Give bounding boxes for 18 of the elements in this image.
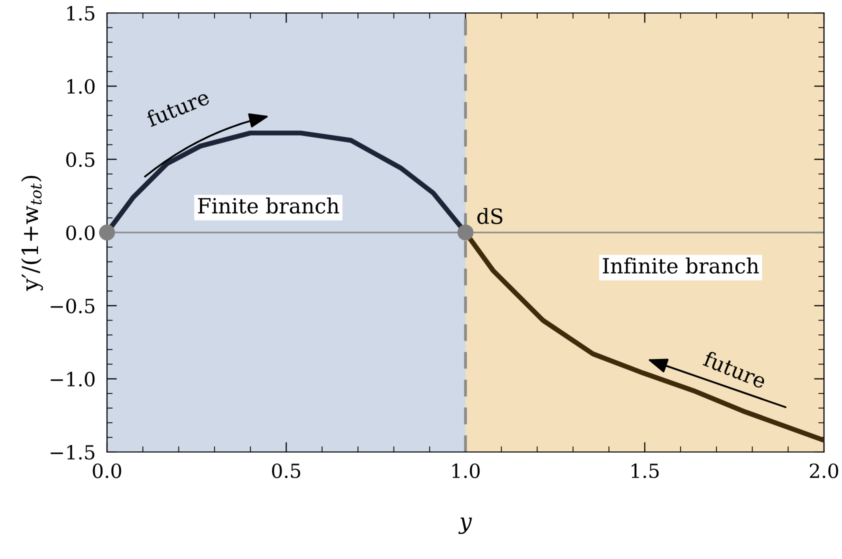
y-axis-title: y′/(1+w$_{tot}$) bbox=[21, 176, 43, 292]
y-tick-label: 1.5 bbox=[67, 6, 94, 21]
y-tick-label: −1.5 bbox=[50, 444, 94, 460]
x-tick-label: 2.0 bbox=[810, 463, 838, 478]
x-tick-label: 0.5 bbox=[272, 463, 300, 478]
annotation: future bbox=[145, 88, 210, 128]
x-tick-label: 1.0 bbox=[452, 463, 480, 478]
x-tick-label: 0.0 bbox=[92, 463, 122, 478]
y-tick-label: 0.0 bbox=[66, 225, 95, 240]
band-label: Infinite branch bbox=[602, 258, 759, 274]
annotation: dS bbox=[477, 208, 502, 224]
x-axis-title: y bbox=[458, 518, 472, 534]
y-tick-label: 0.5 bbox=[66, 152, 94, 167]
y-tick-label: −1.0 bbox=[50, 372, 95, 386]
y-tick-label: 1.0 bbox=[67, 79, 95, 94]
band-label: Finite branch bbox=[198, 198, 340, 214]
y-tick-label: −0.5 bbox=[50, 298, 94, 314]
x-tick-label: 1.5 bbox=[632, 463, 659, 478]
